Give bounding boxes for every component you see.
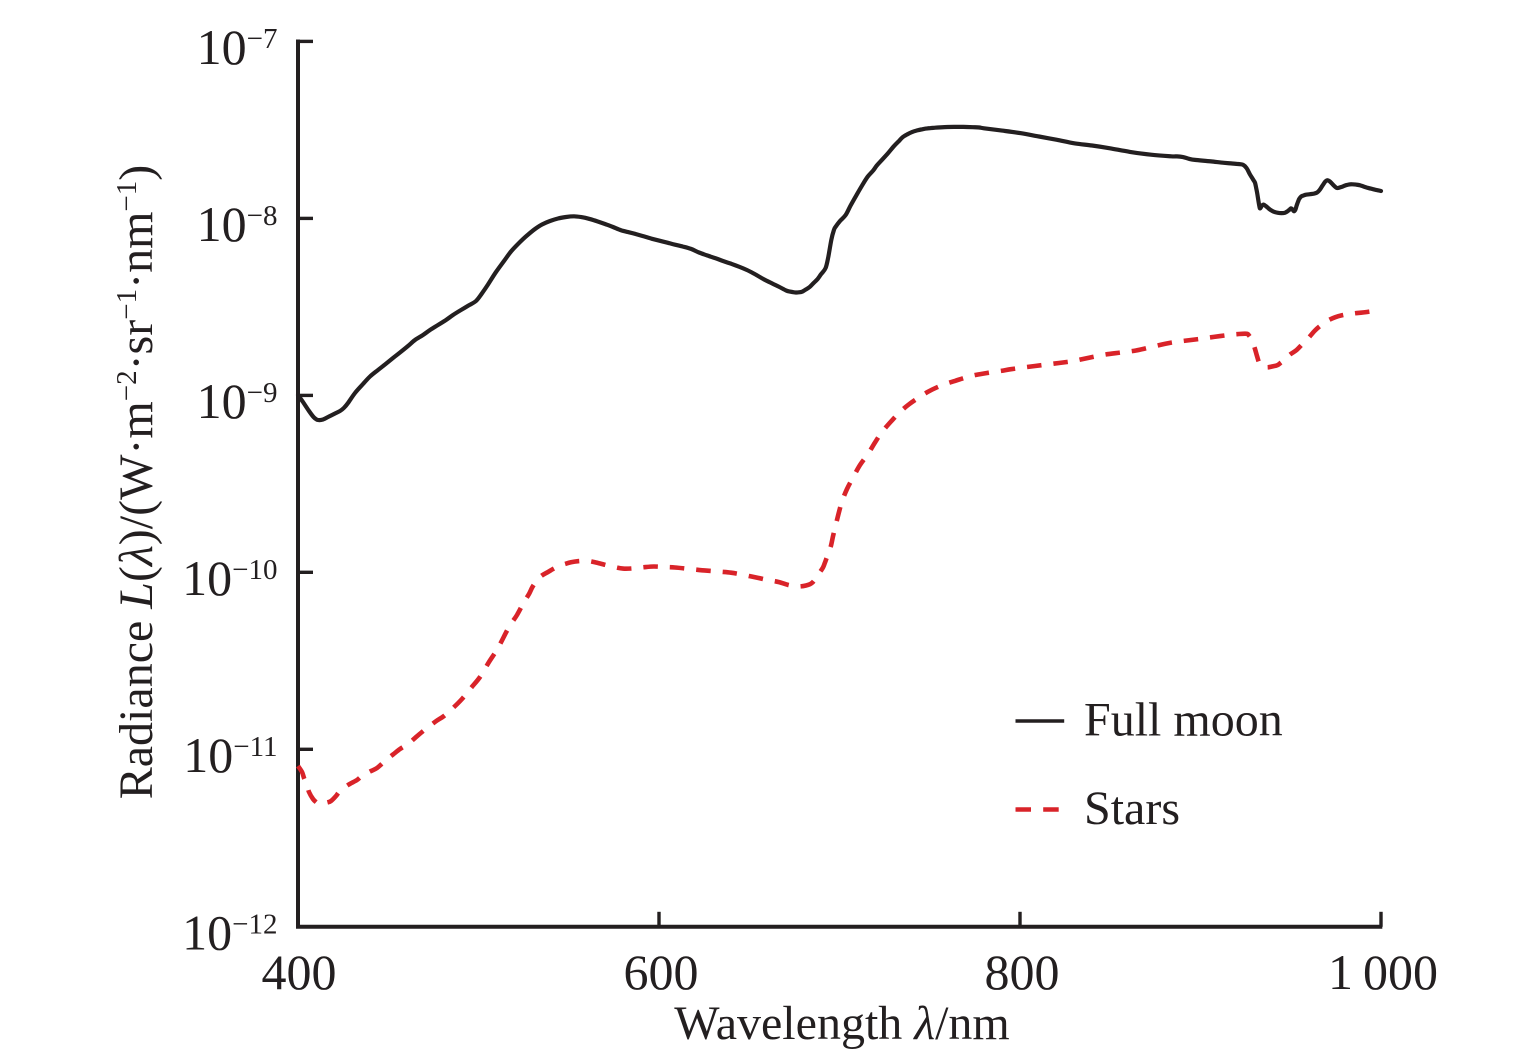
svg-text:400: 400 <box>262 944 337 1000</box>
svg-text:Full moon: Full moon <box>1084 693 1283 746</box>
svg-text:10−10: 10−10 <box>182 550 277 606</box>
svg-text:Stars: Stars <box>1084 782 1180 835</box>
svg-text:Radiance L(λ)/(W·m−2·sr−1·nm−1: Radiance L(λ)/(W·m−2·sr−1·nm−1) <box>110 165 163 800</box>
svg-text:10−9: 10−9 <box>197 373 278 429</box>
svg-text:600: 600 <box>624 944 699 1000</box>
svg-text:10−8: 10−8 <box>197 196 278 252</box>
svg-text:800: 800 <box>985 944 1060 1000</box>
svg-text:Wavelength λ/nm: Wavelength λ/nm <box>674 997 1010 1050</box>
svg-text:1 000: 1 000 <box>1328 944 1438 1000</box>
